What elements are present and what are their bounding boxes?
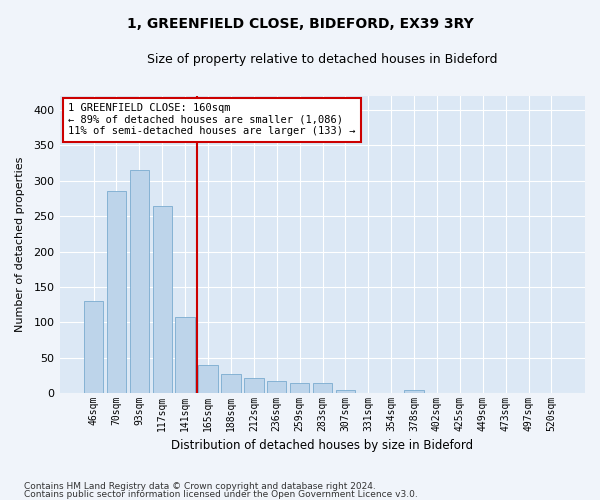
Y-axis label: Number of detached properties: Number of detached properties: [15, 157, 25, 332]
Bar: [152, 206, 172, 393]
Text: Contains HM Land Registry data © Crown copyright and database right 2024.: Contains HM Land Registry data © Crown c…: [24, 482, 376, 491]
Bar: [130, 170, 149, 393]
Bar: [107, 192, 126, 393]
Bar: [84, 301, 103, 393]
Bar: [267, 381, 286, 393]
Bar: [335, 390, 355, 393]
Bar: [199, 365, 218, 393]
Title: Size of property relative to detached houses in Bideford: Size of property relative to detached ho…: [147, 52, 498, 66]
Text: 1 GREENFIELD CLOSE: 160sqm
← 89% of detached houses are smaller (1,086)
11% of s: 1 GREENFIELD CLOSE: 160sqm ← 89% of deta…: [68, 104, 355, 136]
Bar: [221, 374, 241, 393]
Text: 1, GREENFIELD CLOSE, BIDEFORD, EX39 3RY: 1, GREENFIELD CLOSE, BIDEFORD, EX39 3RY: [127, 18, 473, 32]
Text: Contains public sector information licensed under the Open Government Licence v3: Contains public sector information licen…: [24, 490, 418, 499]
X-axis label: Distribution of detached houses by size in Bideford: Distribution of detached houses by size …: [172, 440, 473, 452]
Bar: [404, 390, 424, 393]
Bar: [290, 382, 310, 393]
Bar: [175, 316, 195, 393]
Bar: [244, 378, 263, 393]
Bar: [313, 383, 332, 393]
